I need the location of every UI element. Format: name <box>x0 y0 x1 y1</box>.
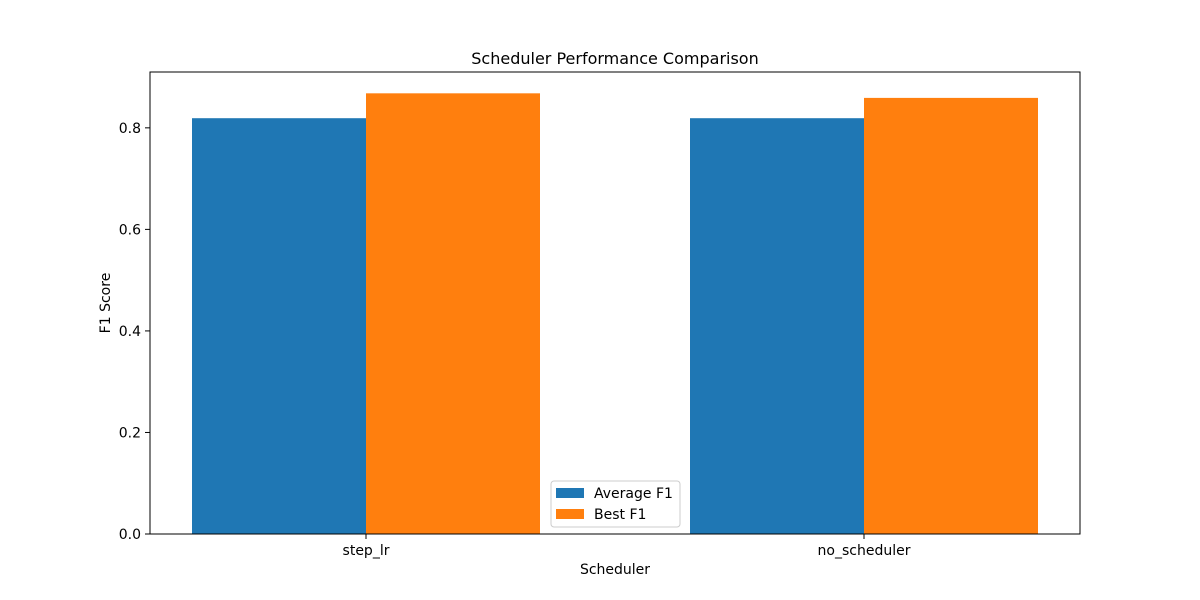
y-tick-label: 0.8 <box>119 121 141 137</box>
x-axis: step_lr no_scheduler <box>343 534 911 559</box>
y-tick-label: 0.0 <box>119 527 141 543</box>
plot-area-frame <box>149 71 1081 535</box>
y-axis-label: F1 Score <box>98 273 114 334</box>
legend-label: Best F1 <box>594 507 646 523</box>
y-axis: 0.0 0.2 0.4 0.6 0.8 <box>119 121 150 543</box>
y-tick-label: 0.4 <box>119 324 141 340</box>
bars-layer <box>192 93 1038 535</box>
legend-label: Average F1 <box>594 486 673 502</box>
legend-swatch <box>556 488 584 498</box>
legend-swatch <box>556 509 584 519</box>
y-tick-label: 0.6 <box>119 222 141 238</box>
x-axis-label: Scheduler <box>580 562 650 578</box>
x-tick-label: no_scheduler <box>818 543 911 559</box>
chart-title: Scheduler Performance Comparison <box>471 49 758 68</box>
bar-best-f1-no_scheduler <box>864 97 1038 535</box>
x-tick-label: step_lr <box>343 543 390 559</box>
y-tick-label: 0.2 <box>119 425 141 441</box>
legend: Average F1 Best F1 <box>550 480 681 528</box>
bar-average-f1-step_lr <box>192 118 366 534</box>
bar-best-f1-step_lr <box>366 93 540 535</box>
bar-average-f1-no_scheduler <box>690 118 864 534</box>
